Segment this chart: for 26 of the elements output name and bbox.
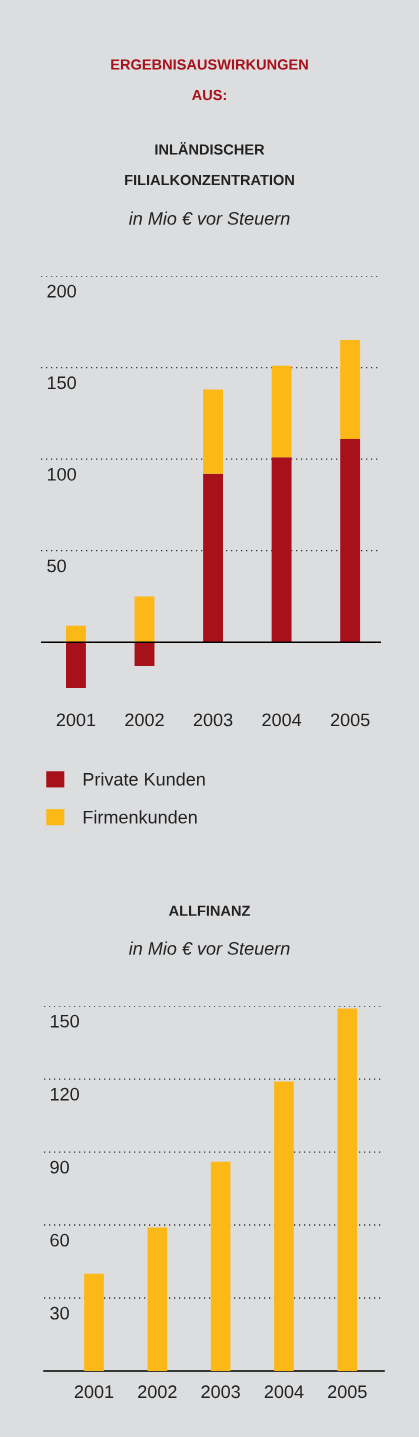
- y-axis-title: in Mio € vor Steuern: [129, 211, 290, 225]
- x-tick-label: 2001: [56, 713, 96, 727]
- x-tick-label: 2003: [193, 713, 233, 727]
- legend-label: Private Kunden: [83, 772, 205, 786]
- y-tick-label: 150: [47, 376, 76, 390]
- y-tick-label: 50: [47, 559, 66, 573]
- x-tick-label: 2005: [328, 1385, 367, 1399]
- y-tick-label: 150: [50, 1014, 79, 1028]
- y-tick-label: 90: [50, 1160, 69, 1174]
- x-tick-label: 2005: [330, 713, 370, 727]
- x-tick-label: 2003: [201, 1385, 240, 1399]
- text: INLÄNDISCHER FILIALKONZENTRATION: [125, 142, 294, 186]
- chart-title: ERGEBNISAUSWIRKUNGEN AUS:: [111, 59, 308, 101]
- legend-label: Firmenkunden: [83, 810, 197, 824]
- x-tick-label: 2002: [125, 713, 164, 727]
- chart-title: ALLFINANZ: [168, 905, 250, 916]
- y-tick-label: 60: [50, 1233, 69, 1247]
- y-tick-label: 30: [50, 1306, 69, 1320]
- y-tick-label: 120: [50, 1087, 79, 1101]
- x-tick-label: 2001: [74, 1385, 114, 1399]
- x-tick-label: 2002: [138, 1385, 177, 1399]
- y-tick-label: 100: [47, 467, 76, 481]
- x-tick-label: 2004: [262, 713, 302, 727]
- y-axis-title: in Mio € vor Steuern: [129, 941, 290, 955]
- x-tick-label: 2004: [264, 1385, 304, 1399]
- y-tick-label: 200: [47, 284, 76, 298]
